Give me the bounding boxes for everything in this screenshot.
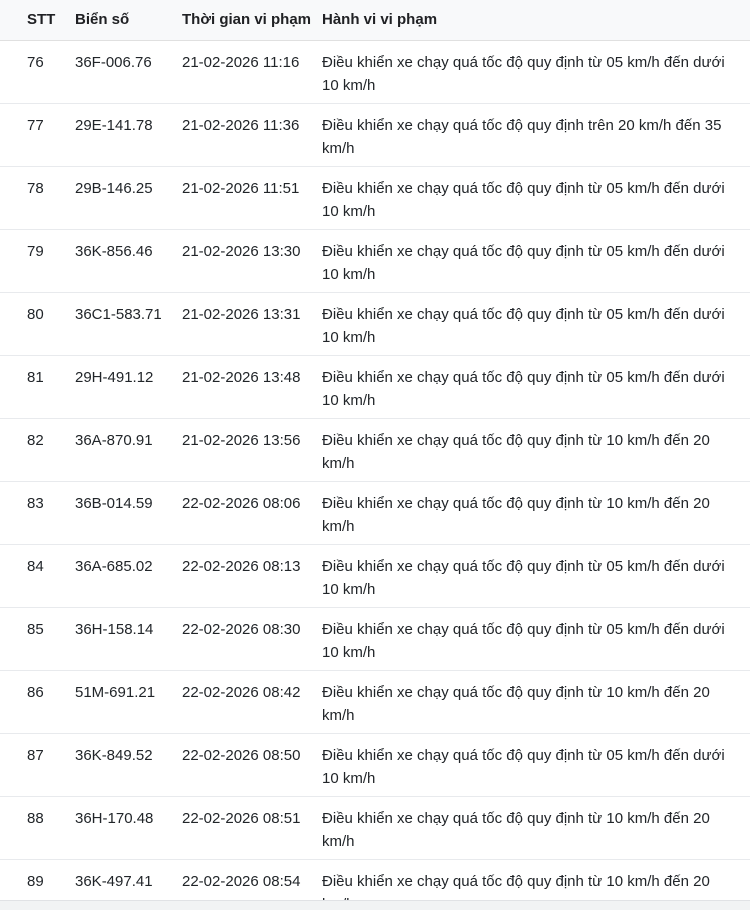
time-cell: 21-02-2026 13:56 <box>182 418 322 481</box>
time-cell: 21-02-2026 13:31 <box>182 292 322 355</box>
header-row: STT Biển số Thời gian vi phạm Hành vi vi… <box>0 0 750 41</box>
col-header-time: Thời gian vi phạm <box>182 0 322 41</box>
behavior-cell: Điều khiển xe chạy quá tốc độ quy định t… <box>322 607 750 670</box>
plate-cell: 29E-141.78 <box>75 103 182 166</box>
col-header-stt: STT <box>0 0 75 41</box>
stt-cell: 84 <box>0 544 75 607</box>
table-row: 84 36A-685.02 22-02-2026 08:13 Điều khiể… <box>0 544 750 607</box>
time-cell: 21-02-2026 11:51 <box>182 166 322 229</box>
time-cell: 22-02-2026 08:50 <box>182 733 322 796</box>
behavior-cell: Điều khiển xe chạy quá tốc độ quy định t… <box>322 355 750 418</box>
table-row: 83 36B-014.59 22-02-2026 08:06 Điều khiể… <box>0 481 750 544</box>
table-row: 77 29E-141.78 21-02-2026 11:36 Điều khiể… <box>0 103 750 166</box>
table-body: 76 36F-006.76 21-02-2026 11:16 Điều khiể… <box>0 40 750 910</box>
behavior-cell: Điều khiển xe chạy quá tốc độ quy định t… <box>322 733 750 796</box>
table-row: 85 36H-158.14 22-02-2026 08:30 Điều khiể… <box>0 607 750 670</box>
behavior-cell: Điều khiển xe chạy quá tốc độ quy định t… <box>322 418 750 481</box>
plate-cell: 36F-006.76 <box>75 40 182 103</box>
table-row: 87 36K-849.52 22-02-2026 08:50 Điều khiể… <box>0 733 750 796</box>
time-cell: 22-02-2026 08:42 <box>182 670 322 733</box>
table-row: 88 36H-170.48 22-02-2026 08:51 Điều khiể… <box>0 796 750 859</box>
behavior-cell: Điều khiển xe chạy quá tốc độ quy định t… <box>322 796 750 859</box>
behavior-cell: Điều khiển xe chạy quá tốc độ quy định t… <box>322 481 750 544</box>
plate-cell: 36A-870.91 <box>75 418 182 481</box>
table-row: 82 36A-870.91 21-02-2026 13:56 Điều khiể… <box>0 418 750 481</box>
stt-cell: 78 <box>0 166 75 229</box>
stt-cell: 83 <box>0 481 75 544</box>
stt-cell: 79 <box>0 229 75 292</box>
table-row: 78 29B-146.25 21-02-2026 11:51 Điều khiể… <box>0 166 750 229</box>
stt-cell: 77 <box>0 103 75 166</box>
time-cell: 22-02-2026 08:51 <box>182 796 322 859</box>
plate-cell: 29H-491.12 <box>75 355 182 418</box>
behavior-cell: Điều khiển xe chạy quá tốc độ quy định t… <box>322 292 750 355</box>
plate-cell: 36H-158.14 <box>75 607 182 670</box>
stt-cell: 80 <box>0 292 75 355</box>
behavior-cell: Điều khiển xe chạy quá tốc độ quy định t… <box>322 103 750 166</box>
behavior-cell: Điều khiển xe chạy quá tốc độ quy định t… <box>322 229 750 292</box>
behavior-cell: Điều khiển xe chạy quá tốc độ quy định t… <box>322 40 750 103</box>
time-cell: 21-02-2026 13:30 <box>182 229 322 292</box>
time-cell: 21-02-2026 11:36 <box>182 103 322 166</box>
time-cell: 22-02-2026 08:30 <box>182 607 322 670</box>
plate-cell: 36B-014.59 <box>75 481 182 544</box>
stt-cell: 87 <box>0 733 75 796</box>
stt-cell: 88 <box>0 796 75 859</box>
stt-cell: 86 <box>0 670 75 733</box>
table-row: 86 51M-691.21 22-02-2026 08:42 Điều khiể… <box>0 670 750 733</box>
horizontal-scrollbar[interactable] <box>0 900 750 910</box>
table-row: 79 36K-856.46 21-02-2026 13:30 Điều khiể… <box>0 229 750 292</box>
behavior-cell: Điều khiển xe chạy quá tốc độ quy định t… <box>322 544 750 607</box>
plate-cell: 36K-849.52 <box>75 733 182 796</box>
time-cell: 22-02-2026 08:06 <box>182 481 322 544</box>
table-header: STT Biển số Thời gian vi phạm Hành vi vi… <box>0 0 750 41</box>
time-cell: 22-02-2026 08:13 <box>182 544 322 607</box>
stt-cell: 85 <box>0 607 75 670</box>
plate-cell: 51M-691.21 <box>75 670 182 733</box>
behavior-cell: Điều khiển xe chạy quá tốc độ quy định t… <box>322 166 750 229</box>
stt-cell: 76 <box>0 40 75 103</box>
behavior-cell: Điều khiển xe chạy quá tốc độ quy định t… <box>322 670 750 733</box>
plate-cell: 36H-170.48 <box>75 796 182 859</box>
table-row: 76 36F-006.76 21-02-2026 11:16 Điều khiể… <box>0 40 750 103</box>
col-header-behavior: Hành vi vi phạm <box>322 0 750 41</box>
stt-cell: 81 <box>0 355 75 418</box>
plate-cell: 36A-685.02 <box>75 544 182 607</box>
time-cell: 21-02-2026 11:16 <box>182 40 322 103</box>
table-row: 81 29H-491.12 21-02-2026 13:48 Điều khiể… <box>0 355 750 418</box>
plate-cell: 36K-856.46 <box>75 229 182 292</box>
time-cell: 21-02-2026 13:48 <box>182 355 322 418</box>
stt-cell: 82 <box>0 418 75 481</box>
plate-cell: 36C1-583.71 <box>75 292 182 355</box>
col-header-plate: Biển số <box>75 0 182 41</box>
plate-cell: 29B-146.25 <box>75 166 182 229</box>
table-row: 80 36C1-583.71 21-02-2026 13:31 Điều khi… <box>0 292 750 355</box>
